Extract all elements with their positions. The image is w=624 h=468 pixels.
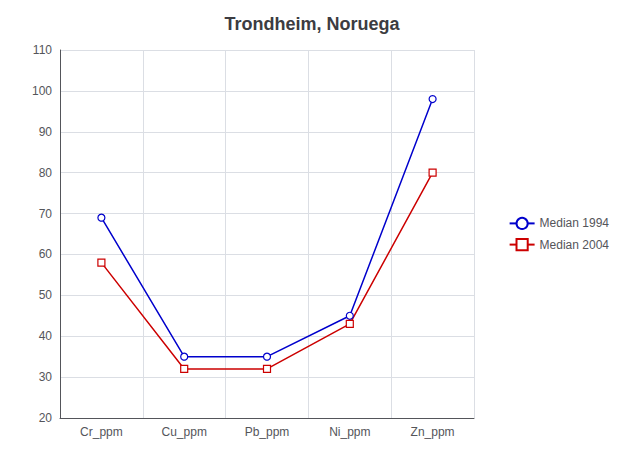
svg-text:Cu_ppm: Cu_ppm (162, 425, 207, 439)
svg-text:80: 80 (39, 166, 53, 180)
svg-text:70: 70 (39, 207, 53, 221)
svg-text:Pb_ppm: Pb_ppm (245, 425, 290, 439)
svg-text:50: 50 (39, 288, 53, 302)
svg-text:100: 100 (32, 84, 52, 98)
svg-text:40: 40 (39, 329, 53, 343)
svg-text:Median 1994: Median 1994 (540, 216, 610, 230)
svg-text:Median 2004: Median 2004 (540, 238, 610, 252)
svg-text:110: 110 (33, 43, 52, 57)
svg-text:20: 20 (39, 411, 53, 425)
svg-text:Zn_ppm: Zn_ppm (411, 425, 455, 439)
svg-text:60: 60 (39, 247, 53, 261)
svg-text:90: 90 (39, 125, 53, 139)
svg-text:Trondheim, Noruega: Trondheim, Noruega (224, 14, 400, 34)
svg-text:30: 30 (39, 370, 53, 384)
svg-text:Ni_ppm: Ni_ppm (329, 425, 370, 439)
svg-text:Cr_ppm: Cr_ppm (80, 425, 123, 439)
